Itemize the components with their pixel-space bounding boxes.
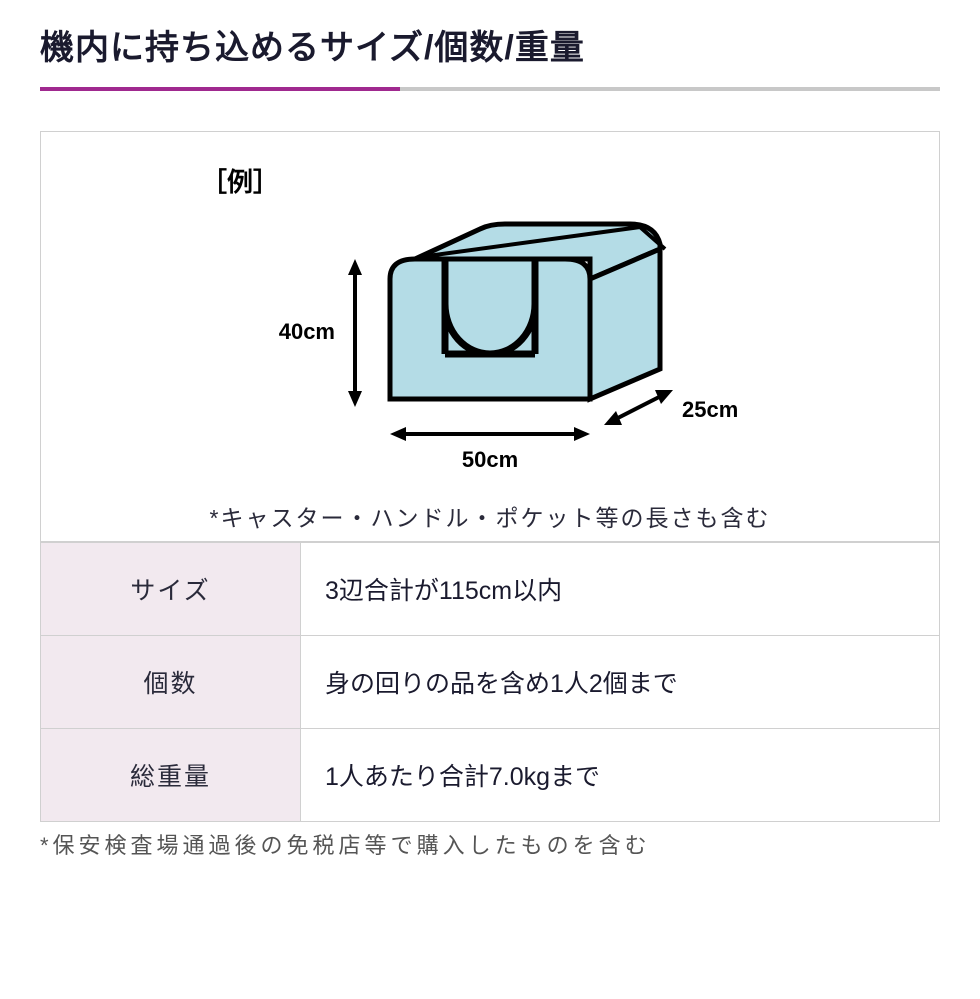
row-label-weight: 総重量 [41,729,301,821]
svg-text:50cm: 50cm [462,447,518,472]
underline-accent [40,87,400,91]
width-dimension: 50cm [390,427,590,472]
row-label-size: サイズ [41,543,301,635]
row-label-count: 個数 [41,636,301,728]
table-row: 個数 身の回りの品を含め1人2個まで [41,635,939,728]
page-title: 機内に持ち込めるサイズ/個数/重量 [40,20,940,69]
table-row: サイズ 3辺合計が115cm以内 [41,542,939,635]
footnote: *保安検査場通過後の免税店等で購入したものを含む [40,828,940,860]
height-dimension: 40cm [279,259,362,407]
diagram-note: *キャスター・ハンドル・ポケット等の長さも含む [61,499,919,533]
row-value-size: 3辺合計が115cm以内 [301,543,939,635]
svg-text:25cm: 25cm [682,397,738,422]
table-row: 総重量 1人あたり合計7.0kgまで [41,728,939,821]
baggage-table: ［例］ [40,131,940,822]
underline-rest [400,87,940,91]
svg-text:40cm: 40cm [279,319,335,344]
row-value-weight: 1人あたり合計7.0kgまで [301,729,939,821]
diagram-cell: ［例］ [41,132,939,542]
depth-dimension: 25cm [604,390,738,425]
row-value-count: 身の回りの品を含め1人2個まで [301,636,939,728]
bag-icon [390,224,665,399]
heading-underline [40,87,940,91]
bag-diagram: 40cm 50cm 25cm [61,199,919,479]
example-label: ［例］ [201,162,919,199]
